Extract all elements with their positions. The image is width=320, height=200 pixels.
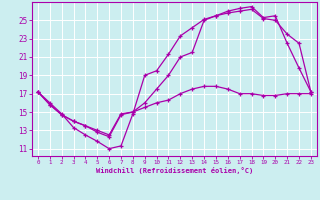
X-axis label: Windchill (Refroidissement éolien,°C): Windchill (Refroidissement éolien,°C)	[96, 167, 253, 174]
